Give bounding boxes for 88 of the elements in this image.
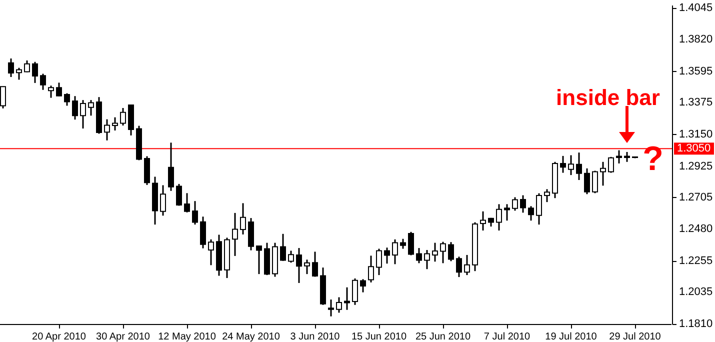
candlestick bbox=[576, 152, 582, 181]
candlestick bbox=[200, 216, 206, 250]
candlestick bbox=[392, 238, 398, 265]
x-tick-label: 29 Jul 2010 bbox=[609, 332, 662, 342]
candlestick bbox=[624, 151, 630, 163]
candlestick bbox=[168, 142, 174, 192]
y-tick-label: 1.4045 bbox=[679, 2, 713, 14]
candlestick bbox=[56, 82, 62, 97]
x-tick-label: 12 May 2010 bbox=[158, 332, 216, 342]
candlestick bbox=[568, 154, 574, 176]
candlestick bbox=[192, 200, 198, 226]
y-tick-label: 1.2480 bbox=[679, 223, 713, 236]
candlestick bbox=[160, 184, 166, 216]
candlestick bbox=[112, 116, 118, 132]
candlestick bbox=[8, 58, 14, 78]
annotation: inside bar bbox=[556, 85, 660, 110]
candlestick bbox=[608, 156, 614, 174]
y-tick-label: 1.3375 bbox=[679, 96, 713, 109]
candlestick bbox=[296, 247, 302, 284]
candlestick bbox=[24, 60, 30, 73]
candlestick bbox=[304, 258, 310, 275]
candlestick bbox=[384, 246, 390, 264]
candlestick bbox=[464, 254, 470, 276]
candlestick bbox=[48, 84, 54, 99]
y-tick-label: 1.1810 bbox=[679, 318, 713, 330]
candlestick bbox=[240, 202, 246, 236]
y-tick-label: 1.2255 bbox=[679, 255, 713, 268]
candlestick bbox=[616, 150, 622, 164]
candlestick bbox=[256, 245, 262, 275]
y-tick-label: 1.3595 bbox=[679, 65, 713, 78]
candlestick bbox=[40, 73, 46, 91]
candlestick bbox=[600, 161, 606, 186]
candlestick bbox=[592, 170, 598, 194]
candlestick bbox=[288, 250, 294, 264]
candlestick bbox=[536, 192, 542, 226]
candlestick bbox=[32, 61, 38, 84]
x-tick-label: 30 Apr 2010 bbox=[96, 332, 150, 342]
x-tick-label: 19 Jul 2010 bbox=[545, 332, 598, 342]
candlestick bbox=[16, 67, 22, 80]
candlestick bbox=[424, 249, 430, 270]
candlestick bbox=[448, 241, 454, 262]
candlestick bbox=[432, 242, 438, 262]
candlestick bbox=[280, 233, 286, 262]
candlestick bbox=[80, 99, 86, 130]
x-tick-label: 7 Jul 2010 bbox=[484, 332, 531, 342]
candlestick bbox=[480, 210, 486, 232]
candlestick bbox=[208, 238, 214, 266]
candlestick bbox=[88, 99, 94, 116]
candlestick bbox=[528, 205, 534, 222]
candlestick bbox=[184, 192, 190, 214]
candlestick bbox=[352, 278, 358, 306]
candlestick bbox=[560, 155, 566, 174]
x-tick-label: 25 Jun 2010 bbox=[415, 332, 471, 342]
candlestick bbox=[176, 183, 182, 206]
candlestick bbox=[544, 188, 550, 203]
y-tick-label: 1.3150 bbox=[679, 128, 713, 140]
x-tick-label: 3 Jun 2010 bbox=[290, 332, 340, 342]
ref-line-label: 1.3050 bbox=[677, 142, 711, 155]
y-tick-label: 1.2705 bbox=[679, 191, 713, 204]
x-tick-label: 15 Jun 2010 bbox=[351, 332, 407, 342]
candlestick bbox=[408, 231, 414, 256]
candlestick bbox=[72, 95, 78, 120]
x-tick-label: 24 May 2010 bbox=[222, 332, 280, 342]
y-tick-label: 1.2925 bbox=[679, 160, 713, 172]
candlestick bbox=[344, 286, 350, 311]
candlestick bbox=[456, 256, 462, 278]
candlestick bbox=[312, 250, 318, 278]
y-tick-label: 1.3820 bbox=[679, 34, 713, 46]
candlestick bbox=[232, 212, 238, 257]
candlestick bbox=[504, 203, 510, 222]
candlestick bbox=[104, 118, 110, 142]
x-tick-label: 20 Apr 2010 bbox=[32, 332, 86, 342]
candlestick bbox=[336, 296, 342, 314]
candlestick bbox=[512, 196, 518, 212]
candlestick bbox=[520, 194, 526, 214]
text: ? bbox=[642, 140, 664, 178]
candlestick bbox=[328, 298, 334, 318]
candlestick bbox=[416, 247, 422, 264]
candlestick bbox=[368, 254, 374, 284]
candlestick bbox=[360, 278, 366, 294]
candlestick bbox=[64, 92, 70, 106]
candlestick bbox=[400, 238, 406, 250]
candlestick bbox=[496, 203, 502, 232]
candlestick bbox=[584, 168, 590, 195]
candlestick bbox=[120, 107, 126, 126]
candlestick bbox=[376, 248, 382, 276]
candlestick bbox=[440, 241, 446, 264]
y-tick-label: 1.2035 bbox=[679, 286, 713, 298]
